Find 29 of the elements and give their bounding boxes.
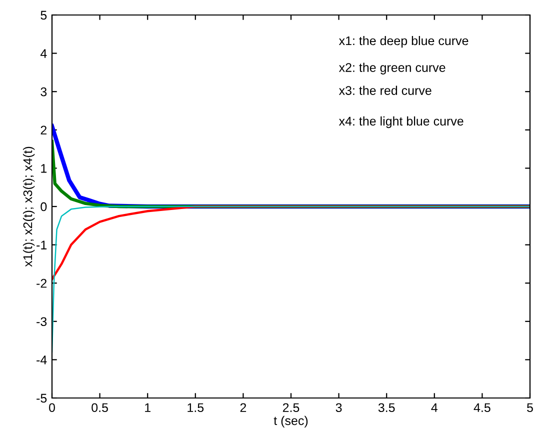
y-tick-label: -3 xyxy=(36,317,47,326)
x-tick-label: 1 xyxy=(145,403,150,412)
y-tick-label: 1 xyxy=(41,164,47,173)
annotation: x3: the red curve xyxy=(338,86,432,95)
annotation: x2: the green curve xyxy=(338,62,446,74)
x-tick-label: 4 xyxy=(431,403,438,412)
annotation: x1: the deep blue curve xyxy=(338,36,468,48)
y-tick-label: 4 xyxy=(40,49,47,58)
y-tick-label: 0 xyxy=(40,202,47,212)
y-tick-label: -4 xyxy=(36,356,47,364)
y-tick-label: -1 xyxy=(36,240,47,250)
x-axis-title: t (sec) xyxy=(274,416,308,428)
y-tick-label: 3 xyxy=(40,87,47,96)
x-tick-label: 3 xyxy=(336,403,342,412)
y-axis-title: x1(t); x2(t); x3(t); x4(t) xyxy=(22,146,35,267)
x-tick-label: 2.5 xyxy=(282,403,300,412)
x-tick-label: 0.5 xyxy=(92,403,108,412)
x-tick-label: 5 xyxy=(527,403,533,412)
y-tick-label: 2 xyxy=(40,126,47,134)
y-tick-label: -5 xyxy=(36,394,47,403)
x-tick-label: 3.5 xyxy=(378,403,395,412)
annotation: x4: the light blue curve xyxy=(338,116,464,128)
x-tick-label: 0 xyxy=(49,403,55,412)
x-tick-label: 4.5 xyxy=(474,403,490,412)
x-tick-label: 1.5 xyxy=(188,403,204,412)
y-tick-label: -2 xyxy=(36,278,47,288)
y-tick-label: 5 xyxy=(40,10,47,20)
x-tick-label: 2 xyxy=(240,403,246,412)
line-series xyxy=(52,205,530,280)
